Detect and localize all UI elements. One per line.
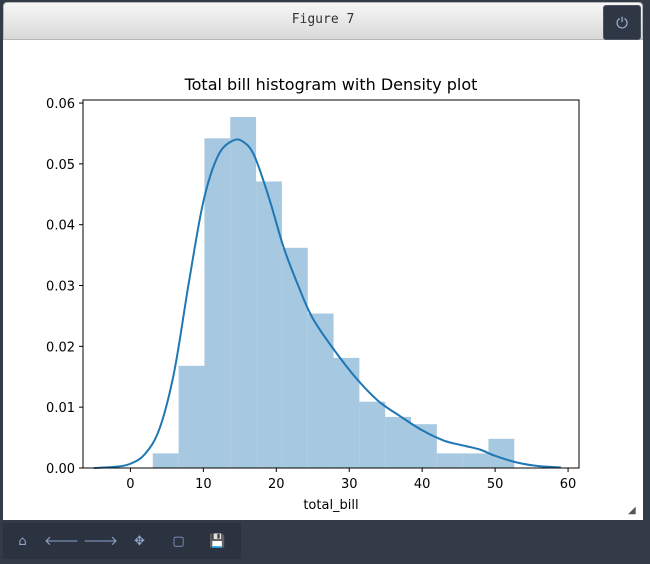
x-tick-label: 10 — [195, 477, 212, 492]
y-tick-label: 0.05 — [46, 158, 75, 173]
x-tick-label: 60 — [560, 477, 577, 492]
x-axis-label: total_bill — [303, 498, 358, 513]
pan-icon: ✥ — [134, 533, 145, 549]
y-tick-label: 0.01 — [46, 401, 75, 416]
x-tick-label: 20 — [268, 477, 285, 492]
axes-frame — [82, 99, 580, 469]
forward-icon: 🡒 — [83, 534, 118, 549]
x-tick-label: 30 — [341, 477, 358, 492]
histogram-bar — [436, 453, 463, 468]
histogram-bar — [307, 313, 334, 468]
y-tick-label: 0.04 — [46, 219, 75, 234]
histogram-bar — [256, 181, 282, 468]
histogram-bar — [178, 365, 205, 468]
figure-canvas: Total bill histogram with Density plot 0… — [3, 40, 643, 520]
histogram-bar — [204, 138, 231, 468]
power-icon: ⏻ — [616, 13, 628, 32]
save-icon: 💾 — [209, 533, 226, 549]
pan-button[interactable]: ✥ — [120, 523, 159, 559]
forward-button[interactable]: 🡒 — [81, 523, 120, 559]
resize-grip-icon[interactable]: ◢ — [628, 505, 636, 516]
x-tick-label: 0 — [126, 477, 134, 492]
density-line — [93, 138, 561, 469]
histogram-bar — [230, 117, 257, 468]
window-titlebar: Figure 7 — [3, 2, 643, 40]
zoom-rect-button[interactable]: ▢ — [159, 523, 198, 559]
y-tick-label: 0.00 — [46, 462, 75, 477]
histogram-bar — [281, 247, 308, 468]
save-button[interactable]: 💾 — [198, 523, 237, 559]
power-button[interactable]: ⏻ — [603, 5, 641, 40]
x-tick-label: 50 — [487, 477, 504, 492]
x-tick-label: 40 — [414, 477, 431, 492]
navigation-toolbar: ⌂ 🡐 🡒 ✥ ▢ 💾 — [3, 523, 241, 559]
histogram-bar — [385, 416, 412, 468]
histogram-bar — [333, 357, 360, 468]
back-button[interactable]: 🡐 — [42, 523, 81, 559]
histogram-bar — [462, 453, 489, 468]
histogram-bar — [359, 401, 386, 468]
histogram-bar — [488, 438, 515, 468]
home-button[interactable]: ⌂ — [3, 523, 42, 559]
histogram-bar — [152, 453, 179, 468]
home-icon: ⌂ — [18, 533, 27, 549]
y-tick-label: 0.06 — [46, 97, 75, 112]
back-icon: 🡐 — [44, 534, 79, 549]
window-title: Figure 7 — [291, 12, 355, 27]
zoom-rect-icon: ▢ — [172, 533, 185, 549]
histogram-chart: Total bill histogram with Density plot 0… — [46, 75, 580, 513]
y-tick-label: 0.02 — [46, 340, 75, 355]
y-tick-label: 0.03 — [46, 280, 75, 295]
chart-title: Total bill histogram with Density plot — [184, 75, 478, 94]
